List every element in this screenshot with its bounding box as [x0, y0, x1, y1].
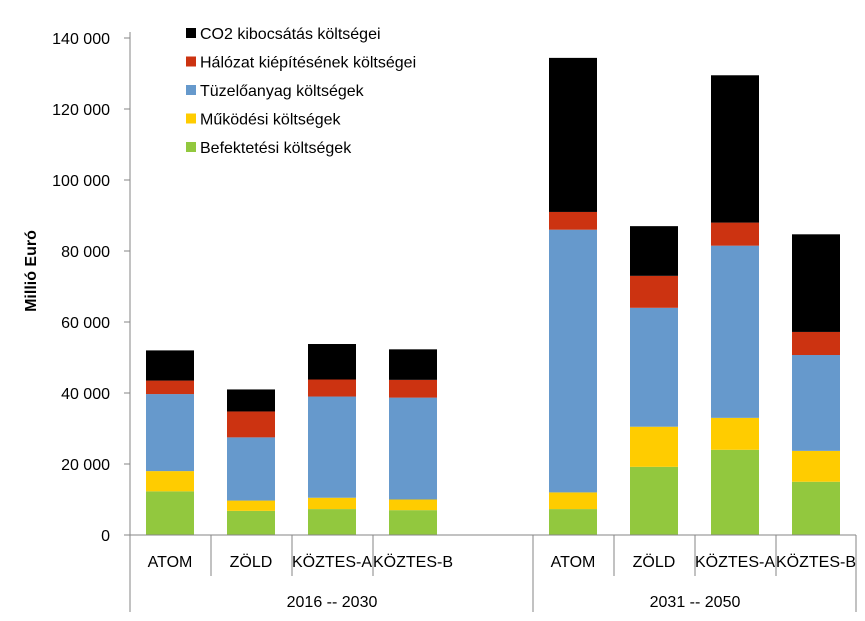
y-tick-label: 120 000 — [52, 102, 110, 119]
x-tick-label: KÖZTES-A — [292, 553, 372, 571]
bar-segment — [792, 481, 840, 535]
y-tick-label: 140 000 — [52, 31, 110, 48]
legend-label: Tüzelőanyag költségek — [200, 83, 365, 100]
x-tick-label: KÖZTES-B — [776, 553, 856, 571]
legend: CO2 kibocsátás költségei Hálózat kiépítés… — [186, 26, 416, 157]
legend-swatch — [186, 142, 196, 152]
y-tick-label: 60 000 — [61, 315, 110, 332]
y-tick-label: 80 000 — [61, 244, 110, 261]
bar-segment — [389, 349, 437, 380]
y-axis-title: Millió Euró — [23, 230, 40, 312]
bar-segment — [146, 491, 194, 535]
bar-segment — [792, 331, 840, 356]
bars — [146, 57, 840, 535]
y-tick-label: 40 000 — [61, 386, 110, 403]
bar-segment — [227, 437, 275, 501]
bar-segment — [389, 397, 437, 500]
bar-segment — [146, 471, 194, 492]
y-tick-label: 20 000 — [61, 457, 110, 474]
bar-segment — [711, 75, 759, 223]
bar-segment — [630, 275, 678, 308]
x-tick-label: ATOM — [148, 554, 193, 571]
bar-segment — [711, 417, 759, 450]
bar-segment — [711, 245, 759, 418]
x-tick-label: ZÖLD — [633, 553, 676, 571]
legend-label: CO2 kibocsátás költségei — [200, 26, 381, 43]
bar-segment — [146, 350, 194, 381]
bar-segment — [549, 211, 597, 230]
bar-segment — [308, 344, 356, 380]
bar-segment — [389, 499, 437, 511]
x-group-label: 2031 -- 2050 — [650, 594, 741, 611]
bar-segment — [308, 396, 356, 498]
x-group-label: 2016 -- 2030 — [287, 594, 378, 611]
bar-segment — [227, 411, 275, 438]
bar-segment — [792, 234, 840, 332]
x-tick-label: KÖZTES-B — [373, 553, 453, 571]
bar-segment — [389, 379, 437, 398]
bar-segment — [630, 466, 678, 535]
bar-segment — [792, 355, 840, 451]
x-tick-label: ZÖLD — [230, 553, 273, 571]
y-tick-label: 100 000 — [52, 173, 110, 190]
x-axis: ATOM ZÖLD KÖZTES-A KÖZTES-B ATOM ZÖLD KÖZTES-A… — [130, 534, 857, 612]
bar-segment — [549, 57, 597, 212]
x-tick-label: KÖZTES-A — [695, 553, 775, 571]
bar-segment — [549, 509, 597, 535]
bar-segment — [308, 379, 356, 397]
bar-segment — [389, 510, 437, 535]
bar-segment — [227, 389, 275, 412]
bar-segment — [711, 222, 759, 246]
bar-segment — [146, 394, 194, 472]
bar-segment — [308, 509, 356, 535]
bar-segment — [227, 510, 275, 535]
bar-segment — [630, 226, 678, 276]
legend-swatch — [186, 56, 196, 67]
x-tick-label: ATOM — [551, 554, 596, 571]
legend-label: Befektetési költségek — [200, 140, 352, 157]
legend-swatch — [186, 113, 196, 124]
bar-segment — [549, 492, 597, 510]
bar-segment — [630, 307, 678, 427]
bar-segment — [792, 450, 840, 482]
bar-segment — [711, 449, 759, 535]
legend-swatch — [186, 28, 196, 38]
legend-swatch — [186, 85, 196, 95]
bar-segment — [549, 229, 597, 493]
bar-segment — [146, 380, 194, 395]
bar-segment — [630, 426, 678, 467]
y-tick-label: 0 — [101, 528, 110, 545]
legend-label: Hálózat kiépítésének költségei — [200, 55, 416, 72]
bar-segment — [308, 497, 356, 510]
y-axis: 0 20 000 40 000 60 000 80 000 100 000 120 000 1… — [52, 31, 131, 612]
legend-label: Működési költségek — [200, 112, 342, 129]
bar-segment — [227, 500, 275, 511]
